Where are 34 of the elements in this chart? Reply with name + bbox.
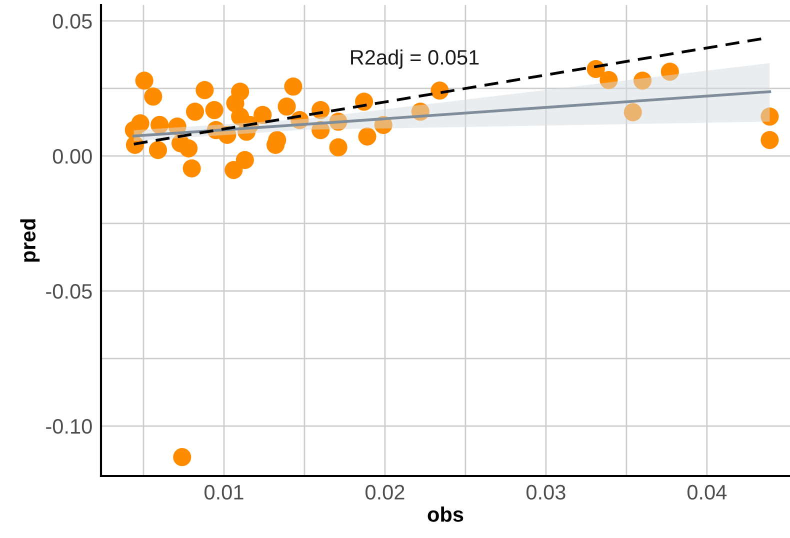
y-tick-label: 0.05 xyxy=(52,14,92,29)
y-axis-title: pred xyxy=(20,219,40,262)
x-tick-label: 0.02 xyxy=(366,484,404,500)
point xyxy=(660,62,679,81)
point xyxy=(760,107,779,126)
y-tick-label: 0.00 xyxy=(52,148,92,164)
x-axis-title: obs xyxy=(428,506,464,522)
point xyxy=(148,140,168,160)
point xyxy=(278,97,296,116)
point xyxy=(205,101,224,120)
point xyxy=(624,103,642,122)
point xyxy=(224,160,243,180)
point xyxy=(182,159,201,178)
point xyxy=(173,448,192,466)
point xyxy=(180,139,198,158)
point xyxy=(236,150,254,170)
point xyxy=(760,130,779,150)
y-tick-label: -0.05 xyxy=(46,284,92,299)
point xyxy=(186,102,204,121)
point xyxy=(254,106,272,124)
annotation: R2adj = 0.051 xyxy=(351,49,479,69)
point xyxy=(150,116,169,134)
point xyxy=(633,72,652,90)
point xyxy=(196,81,214,100)
point xyxy=(358,127,376,146)
x-tick-label: 0.04 xyxy=(687,484,727,500)
point xyxy=(329,138,348,156)
point xyxy=(284,78,302,96)
point xyxy=(135,72,154,90)
x-tick-label: 0.01 xyxy=(204,484,244,500)
x-tick-label: 0.03 xyxy=(526,484,566,500)
point xyxy=(144,88,162,106)
y-tick-label: -0.10 xyxy=(46,419,92,434)
point xyxy=(600,71,618,90)
